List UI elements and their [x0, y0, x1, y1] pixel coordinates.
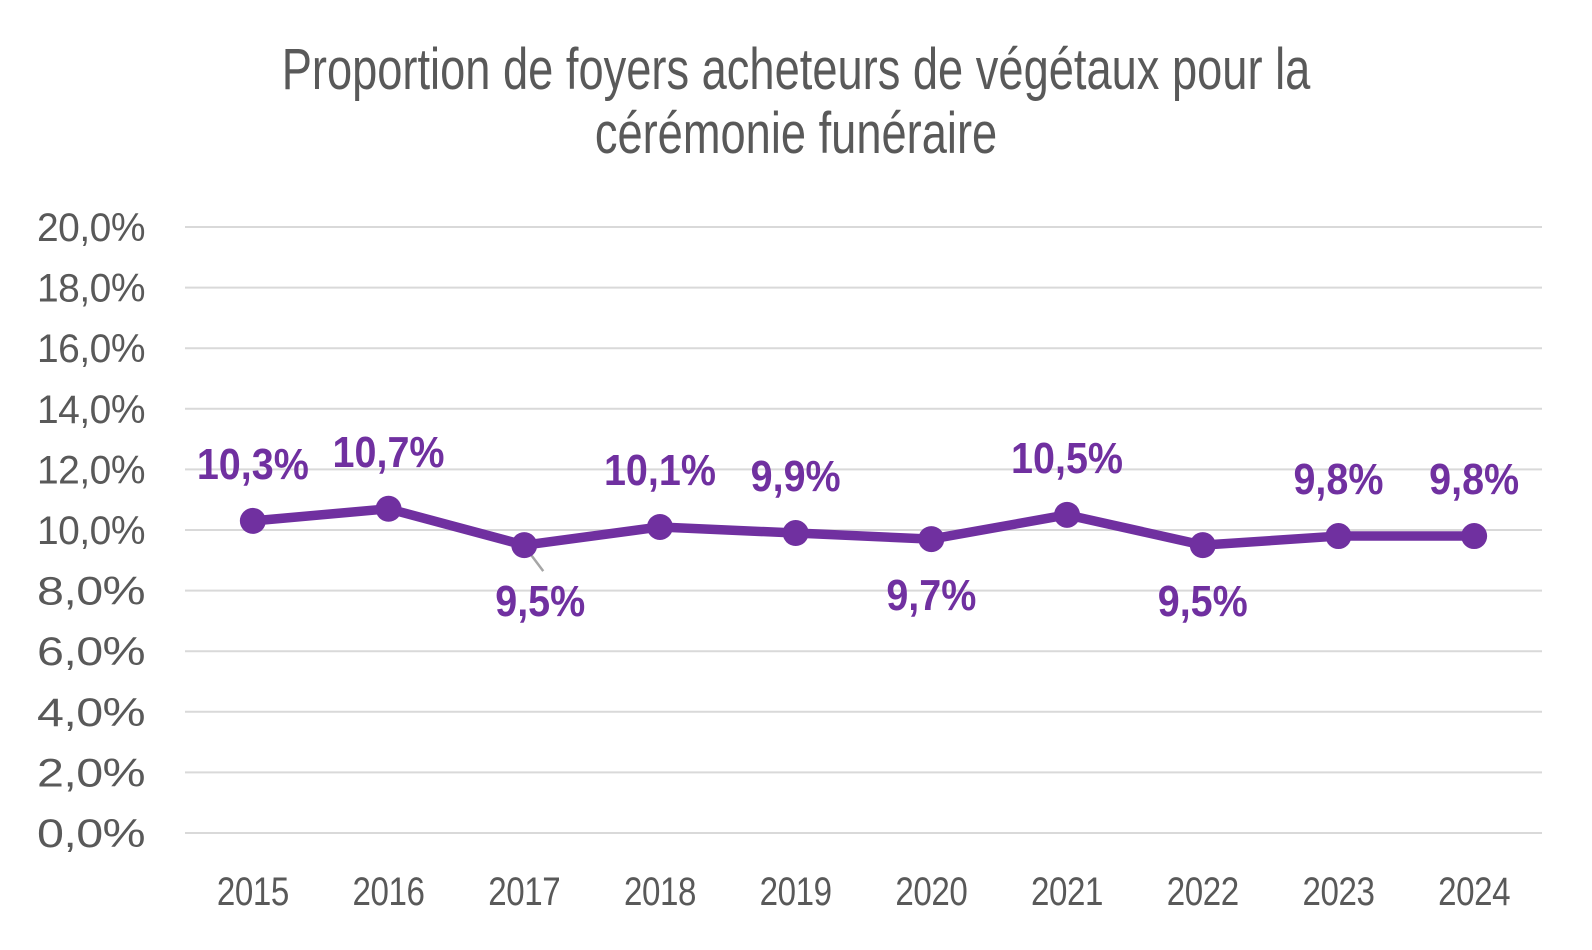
x-axis-tick-label: 2019: [760, 870, 832, 914]
data-point-marker: [1189, 532, 1216, 559]
x-axis-tick-label: 2021: [1031, 870, 1103, 914]
data-point-marker: [646, 513, 673, 540]
data-point-label: 9,7%: [886, 571, 976, 620]
data-point-label: 9,5%: [1158, 577, 1248, 626]
data-point-marker: [511, 532, 538, 559]
y-axis-tick-label: 10,0%: [37, 509, 145, 553]
data-point-label: 9,8%: [1293, 455, 1383, 504]
y-axis-tick-label: 18,0%: [37, 267, 145, 311]
x-axis-tick-label: 2015: [217, 870, 289, 914]
data-point-label: 9,8%: [1429, 455, 1519, 504]
data-point-label: 10,3%: [197, 440, 309, 489]
y-axis-tick-label: 12,0%: [37, 448, 145, 492]
chart-title: Proportion de foyers acheteurs de végéta…: [175, 38, 1417, 166]
series-line: [248, 504, 1479, 550]
x-axis-tick-label: 2018: [624, 870, 696, 914]
data-point-marker: [1461, 523, 1488, 550]
y-axis-tick-label: 8,0%: [37, 570, 145, 614]
data-point-marker: [1054, 501, 1081, 528]
chart-title-line-1: Proportion de foyers acheteurs de végéta…: [281, 37, 1311, 102]
data-point-marker: [1325, 523, 1352, 550]
y-axis-tick-label: 4,0%: [37, 691, 145, 735]
data-point-label: 9,9%: [751, 452, 841, 501]
data-point-label: 10,5%: [1011, 434, 1123, 483]
data-point-label: 10,7%: [333, 428, 445, 477]
x-axis-tick-label: 2017: [488, 870, 560, 914]
data-point-label: 10,1%: [604, 446, 716, 495]
y-axis-tick-label: 16,0%: [37, 327, 145, 371]
data-point-marker: [782, 520, 809, 547]
x-axis-tick-label: 2022: [1167, 870, 1239, 914]
data-point-marker: [375, 495, 402, 522]
x-axis-tick-label: 2016: [353, 870, 425, 914]
data-point-marker: [918, 526, 945, 553]
x-axis-tick-label: 2024: [1438, 870, 1510, 914]
x-axis-tick-label: 2023: [1302, 870, 1374, 914]
y-axis-tick-label: 14,0%: [37, 388, 145, 432]
data-point-label: 9,5%: [495, 577, 585, 626]
y-axis-tick-label: 2,0%: [37, 751, 145, 795]
y-axis-tick-label: 0,0%: [37, 812, 145, 856]
x-axis-tick-label: 2020: [895, 870, 967, 914]
y-axis-tick-label: 20,0%: [37, 206, 145, 250]
y-axis-tick-label: 6,0%: [37, 630, 145, 674]
chart-title-line-2: cérémonie funéraire: [594, 101, 998, 166]
data-point-marker: [239, 507, 266, 534]
